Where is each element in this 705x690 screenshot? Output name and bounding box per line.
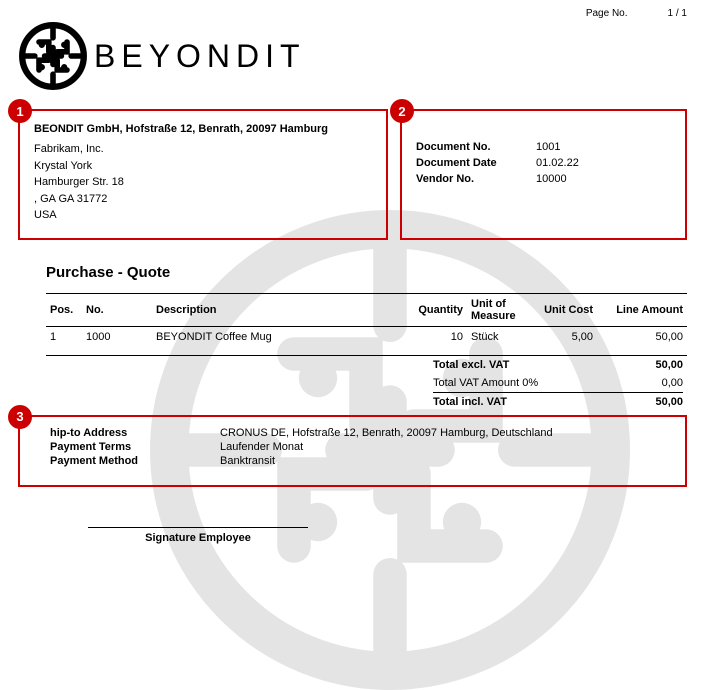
doc-row: Document No. 1001 [416,141,671,153]
payment-method-value: Banktransit [220,455,275,467]
sender-headline: BEONDIT GmbH, Hofstraße 12, Benrath, 200… [34,123,372,135]
total-excl-value: 50,00 [593,356,683,374]
document-title: Purchase - Quote [46,264,687,281]
signature-area: Signature Employee [88,527,687,544]
annotation-badge-1: 1 [8,99,32,123]
total-vat-value: 0,00 [593,374,683,392]
sender-line: Fabrikam, Inc. [34,141,372,158]
col-pos: Pos. [46,293,82,326]
sender-line: USA [34,207,372,224]
cell-qty: 10 [411,326,467,347]
signature-label: Signature Employee [88,532,308,544]
cell-pos: 1 [46,326,82,347]
sender-line: Krystal York [34,158,372,175]
annotation-badge-3: 3 [8,405,32,429]
sender-line: Hamburger Str. 18 [34,174,372,191]
cell-uom: Stück [467,326,527,347]
col-qty: Quantity [411,293,467,326]
line-items-table: Pos. No. Description Quantity Unit of Me… [46,293,687,356]
page-no-value: 1 / 1 [668,8,687,19]
header: BEYONDIT [18,21,687,91]
doc-row: Document Date 01.02.22 [416,157,671,169]
cell-desc: BEYONDIT Coffee Mug [152,326,411,347]
total-excl-label: Total excl. VAT [433,356,593,374]
page-no-label: Page No. [586,8,628,19]
signature-line [88,527,308,528]
total-vat-label: Total VAT Amount 0% [433,374,593,392]
cell-unitcost: 5,00 [527,326,597,347]
doc-no-value: 1001 [536,141,560,153]
annotation-badge-2: 2 [390,99,414,123]
total-incl-label: Total incl. VAT [433,392,593,411]
vendor-no-label: Vendor No. [416,173,536,185]
doc-no-label: Document No. [416,141,536,153]
col-unitcost: Unit Cost [527,293,597,326]
brand-logo-icon [18,21,88,91]
sender-line: , GA GA 31772 [34,191,372,208]
payment-terms-label: Payment Terms [50,441,220,453]
col-no: No. [82,293,152,326]
vendor-no-value: 10000 [536,173,567,185]
total-incl-value: 50,00 [593,392,683,411]
brand-name: BEYONDIT [94,38,306,75]
cell-lineamt: 50,00 [597,326,687,347]
doc-date-label: Document Date [416,157,536,169]
doc-row: Vendor No. 10000 [416,173,671,185]
document-info-box: 2 Document No. 1001 Document Date 01.02.… [400,109,687,240]
col-uom: Unit of Measure [467,293,527,326]
doc-date-value: 01.02.22 [536,157,579,169]
footer-info-box: 3 hip-to Address CRONUS DE, Hofstraße 12… [18,415,687,487]
payment-terms-value: Laufender Monat [220,441,303,453]
sender-address-box: 1 BEONDIT GmbH, Hofstraße 12, Benrath, 2… [18,109,388,240]
payment-method-label: Payment Method [50,455,220,467]
shipto-label: hip-to Address [50,427,220,439]
col-lineamt: Line Amount [597,293,687,326]
table-row: 1 1000 BEYONDIT Coffee Mug 10 Stück 5,00… [46,326,687,347]
totals-block: Total excl. VAT 50,00 Total VAT Amount 0… [46,356,687,411]
shipto-value: CRONUS DE, Hofstraße 12, Benrath, 20097 … [220,427,553,439]
cell-no: 1000 [82,326,152,347]
col-desc: Description [152,293,411,326]
